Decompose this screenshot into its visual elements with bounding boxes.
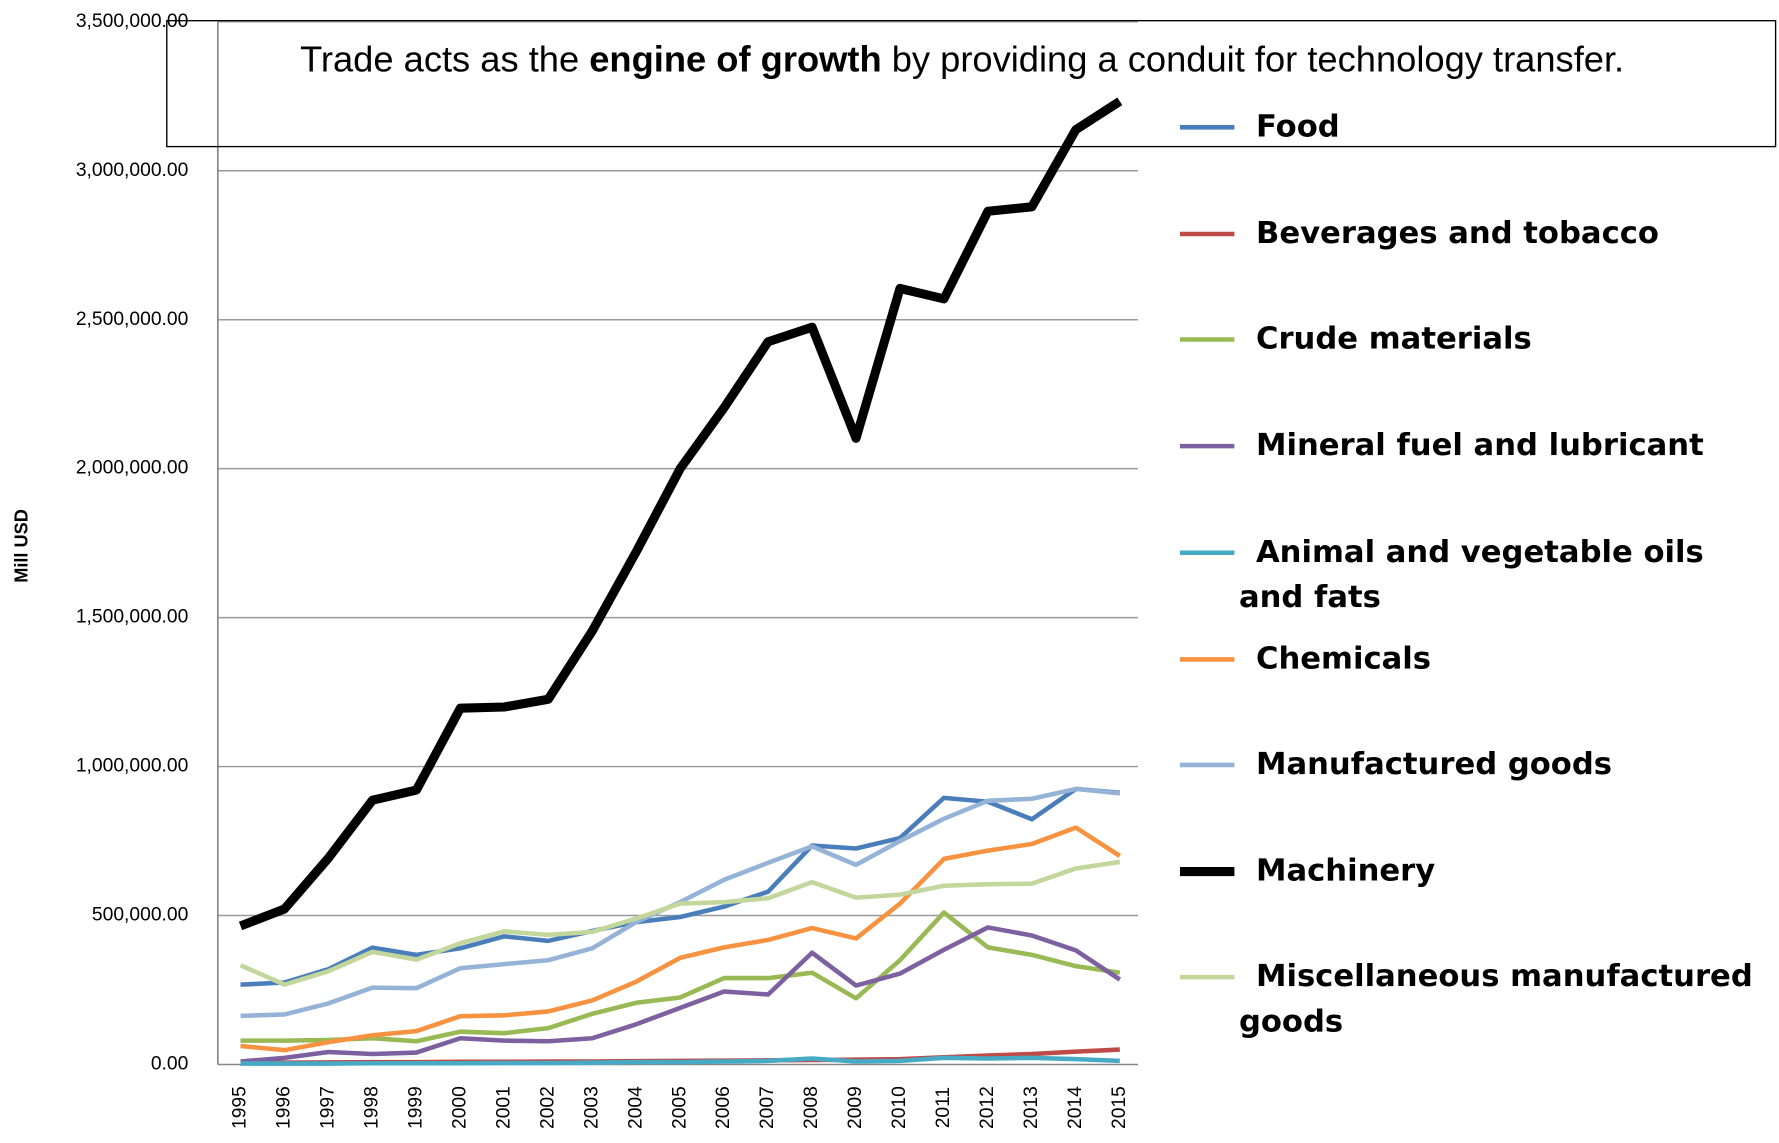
y-tick-label: 3,500,000.00 [76,11,189,32]
x-tick-label: 2000 [449,1086,470,1129]
legend-label: Mineral fuel and lubricant [1255,427,1704,464]
x-tick-label: 2005 [669,1086,690,1129]
legend-entry: Food [1255,109,1340,145]
x-tick-label: 2008 [801,1086,822,1129]
annotation-bold: engine of growth [589,38,881,79]
legend-label: Chemicals [1255,641,1432,677]
legend-label: Miscellaneous manufactured goods [1238,958,1753,1040]
legend-label: Manufactured goods [1255,746,1613,782]
y-axis-label: Mill USD [11,509,31,583]
series-line [240,786,1121,987]
annotation: Trade acts as the engine of growth by pr… [300,38,1624,79]
x-tick-label: 1996 [274,1086,295,1129]
y-tick-label: 2,500,000.00 [76,309,189,330]
annotation-text: Trade acts as the [300,38,589,79]
x-tick-label: 2011 [933,1087,954,1128]
legend-label: Machinery [1255,853,1436,889]
x-tick-label: 2006 [713,1086,734,1129]
x-tick-label: 1998 [362,1086,383,1129]
legend-label: Animal and vegetable oils and fats [1238,534,1704,616]
series-line [240,925,1122,1064]
x-tick-label: 2009 [845,1086,866,1129]
y-tick-label: 0.00 [151,1054,189,1075]
legend-entry: Machinery [1255,853,1436,889]
x-tick-label: 1995 [230,1086,251,1129]
legend-entry: Crude materials [1255,321,1532,357]
x-tick-label: 2014 [1065,1086,1086,1129]
legend: Food Beverages and tobacco Crude materials… [1179,109,1753,1040]
legend-entry: Miscellaneous manufactured goods [1238,958,1753,1040]
x-tick-label: 2015 [1109,1086,1130,1129]
x-tick-label: 2004 [625,1086,646,1129]
x-tick-label: 2001 [493,1086,514,1129]
series-line [240,1055,1120,1066]
legend-entry: Animal and vegetable oils and fats [1238,534,1704,616]
plot-lines [238,97,1123,1066]
legend-label: Food [1255,109,1340,145]
y-tick-label: 3,000,000.00 [76,160,189,181]
x-tick-label: 2007 [757,1086,778,1129]
x-tick-label: 2003 [581,1086,602,1129]
annotation-text: by providing a conduit for technology tr… [882,38,1625,79]
x-tick-label: 1997 [318,1086,339,1129]
legend-entry: Manufactured goods [1255,746,1613,782]
series-line [238,97,1123,931]
series-line [239,859,1121,987]
grid [217,21,1138,1066]
annotation-box [166,19,1777,148]
y-tick-label: 500,000.00 [92,905,188,926]
x-tick-label: 2013 [1021,1086,1042,1129]
legend-label: Crude materials [1255,321,1532,357]
y-tick-label: 1,500,000.00 [76,607,189,628]
x-tick-label: 2012 [977,1086,998,1129]
series-line [240,825,1122,1053]
x-tick-label: 2010 [889,1086,910,1129]
legend-label: Beverages and tobacco [1255,215,1659,251]
y-tick-label: 1,000,000.00 [76,756,189,777]
legend-entry: Chemicals [1255,641,1432,677]
x-tick-label: 1999 [405,1086,426,1129]
legend-entry: Beverages and tobacco [1255,215,1659,251]
legend-entry: Mineral fuel and lubricant [1255,427,1704,464]
series-line [240,910,1121,1044]
y-tick-label: 2,000,000.00 [76,458,189,479]
x-tick-label: 2002 [537,1086,558,1129]
